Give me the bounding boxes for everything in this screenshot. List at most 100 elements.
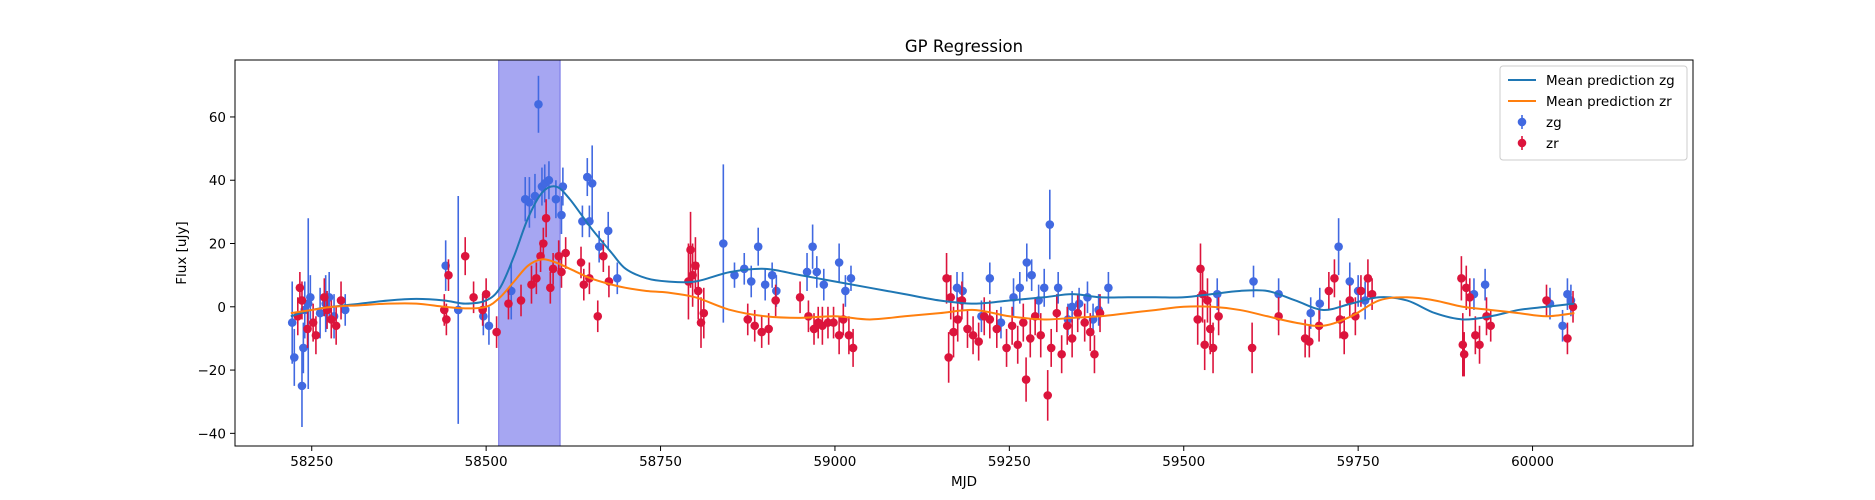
zg-data-point xyxy=(767,270,777,280)
y-axis-label: Flux [uJy] xyxy=(174,221,190,284)
zr-data-point xyxy=(481,289,491,299)
zg-data-point xyxy=(1558,321,1567,331)
zr-data-point xyxy=(1542,296,1551,305)
zr-data-point xyxy=(1458,340,1468,350)
zr-data-point xyxy=(1021,375,1031,384)
zg-data-point xyxy=(753,242,763,251)
zr-data-point xyxy=(1002,343,1011,353)
zr-data-point xyxy=(1471,330,1480,340)
zr-data-point xyxy=(795,292,805,302)
zg-data-point xyxy=(1053,283,1063,293)
zr-data-point xyxy=(1036,330,1046,340)
zg-data-point xyxy=(582,172,592,182)
zr-data-point xyxy=(331,321,341,331)
x-tick-label: 60000 xyxy=(1511,454,1554,470)
x-tick-label: 58500 xyxy=(465,454,508,470)
line-Mean prediction zr xyxy=(290,258,1575,328)
zr-data-point xyxy=(992,324,1002,334)
chart-title: GP Regression xyxy=(905,37,1023,56)
zr-data-point xyxy=(804,311,813,321)
zg-data-point xyxy=(289,353,299,362)
zr-data-point xyxy=(1214,311,1223,321)
zr-data-point xyxy=(1046,343,1056,353)
zr-data-point xyxy=(942,274,951,283)
zr-data-point xyxy=(442,315,451,324)
legend-label: Mean prediction zg xyxy=(1546,73,1675,89)
zr-data-point xyxy=(1073,308,1083,318)
zr-data-point xyxy=(1193,315,1202,324)
zr-data-point xyxy=(771,296,780,305)
zg-data-point xyxy=(1015,283,1025,293)
zr-data-point xyxy=(1203,296,1212,305)
zg-data-point xyxy=(719,239,728,248)
zg-data-point xyxy=(730,270,739,280)
zg-data-point xyxy=(819,280,829,289)
zr-data-point xyxy=(946,292,956,302)
zr-data-point xyxy=(311,330,321,340)
y-tick-label: 20 xyxy=(209,237,226,253)
zg-data-point xyxy=(484,321,494,331)
zr-data-point xyxy=(699,308,709,318)
zr-data-point xyxy=(541,213,551,223)
zg-data-point xyxy=(1104,283,1113,293)
plot-area-frame xyxy=(234,59,1694,447)
x-tick-label: 59250 xyxy=(988,454,1031,470)
tick-layer: 58250 58500 58750 59000 59250 59500 59750 60000… xyxy=(198,110,1555,470)
zr-data-point xyxy=(469,292,478,302)
zr-data-point xyxy=(295,283,305,293)
zr-data-point xyxy=(1563,334,1572,343)
zg-data-point xyxy=(340,305,350,315)
zr-data-point xyxy=(504,299,513,308)
zg-data-point xyxy=(587,179,597,188)
zr-data-point xyxy=(809,324,819,334)
zg-data-point xyxy=(1045,220,1055,229)
zr-data-point xyxy=(764,324,773,334)
zg-data-point xyxy=(612,274,622,283)
y-tick-label: 60 xyxy=(209,110,226,126)
zr-data-point xyxy=(1459,349,1469,359)
zr-data-point xyxy=(757,327,766,337)
zg-data-point xyxy=(544,175,554,185)
zr-data-point xyxy=(460,251,470,261)
zg-data-point xyxy=(306,292,315,302)
zr-data-point xyxy=(848,343,858,353)
zg-data-point xyxy=(834,258,844,267)
zg-data-point xyxy=(1249,277,1258,286)
zr-data-point xyxy=(1067,334,1077,343)
zr-data-point xyxy=(1330,274,1339,283)
zr-data-point xyxy=(1486,321,1495,331)
zg-data-point xyxy=(1022,258,1032,267)
zr-data-point xyxy=(1090,349,1099,359)
zg-data-point xyxy=(996,318,1006,327)
y-tick-label: 0 xyxy=(217,300,226,316)
zr-data-point xyxy=(1080,318,1089,327)
zg-data-point xyxy=(287,318,297,327)
x-axis-label: MJD xyxy=(951,474,977,490)
zr-data-point xyxy=(444,270,453,280)
zg-data-point xyxy=(1027,270,1036,280)
zr-data-point xyxy=(1085,327,1095,337)
zr-data-point xyxy=(297,296,307,305)
zr-data-point xyxy=(844,330,854,340)
zr-data-point xyxy=(1013,340,1023,350)
zg-data-point xyxy=(1563,289,1572,299)
zg-data-point xyxy=(841,286,850,296)
zg-data-point xyxy=(1345,277,1355,286)
series-layer xyxy=(287,75,1578,428)
zg-data-point xyxy=(808,242,817,251)
zr-data-point xyxy=(686,245,695,255)
zr-data-point xyxy=(1356,286,1366,296)
zr-data-point xyxy=(1475,340,1484,350)
zr-data-point xyxy=(1367,289,1377,299)
zr-data-point xyxy=(527,280,536,289)
zr-data-point xyxy=(1465,292,1475,302)
zr-data-point xyxy=(1324,286,1334,296)
zr-data-point xyxy=(599,251,608,261)
series-zr xyxy=(293,199,1578,421)
zr-data-point xyxy=(949,327,958,337)
zr-data-point xyxy=(1363,274,1373,283)
zg-data-point xyxy=(299,343,308,353)
zr-data-point xyxy=(963,324,972,334)
zr-data-point xyxy=(1200,340,1209,350)
